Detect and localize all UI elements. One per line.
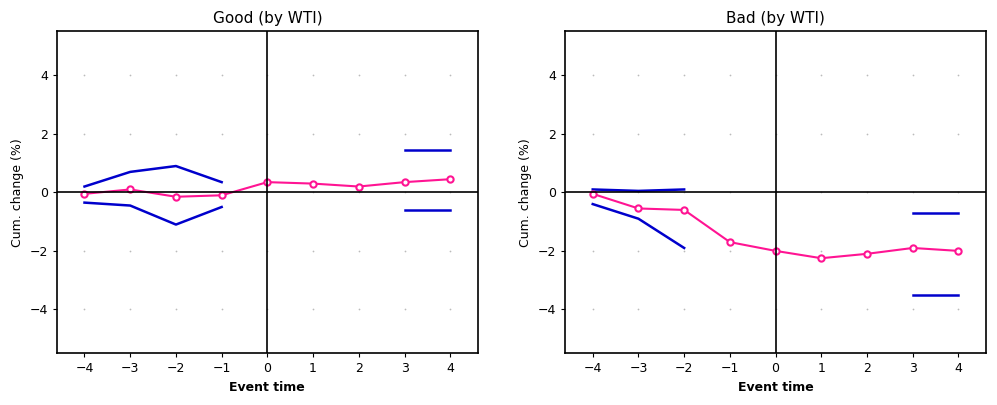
Title: Good (by WTI): Good (by WTI): [212, 11, 322, 26]
Y-axis label: Cum. change (%): Cum. change (%): [11, 138, 24, 247]
Y-axis label: Cum. change (%): Cum. change (%): [519, 138, 532, 247]
X-axis label: Event time: Event time: [738, 381, 814, 394]
Title: Bad (by WTI): Bad (by WTI): [726, 11, 826, 26]
X-axis label: Event time: Event time: [229, 381, 305, 394]
